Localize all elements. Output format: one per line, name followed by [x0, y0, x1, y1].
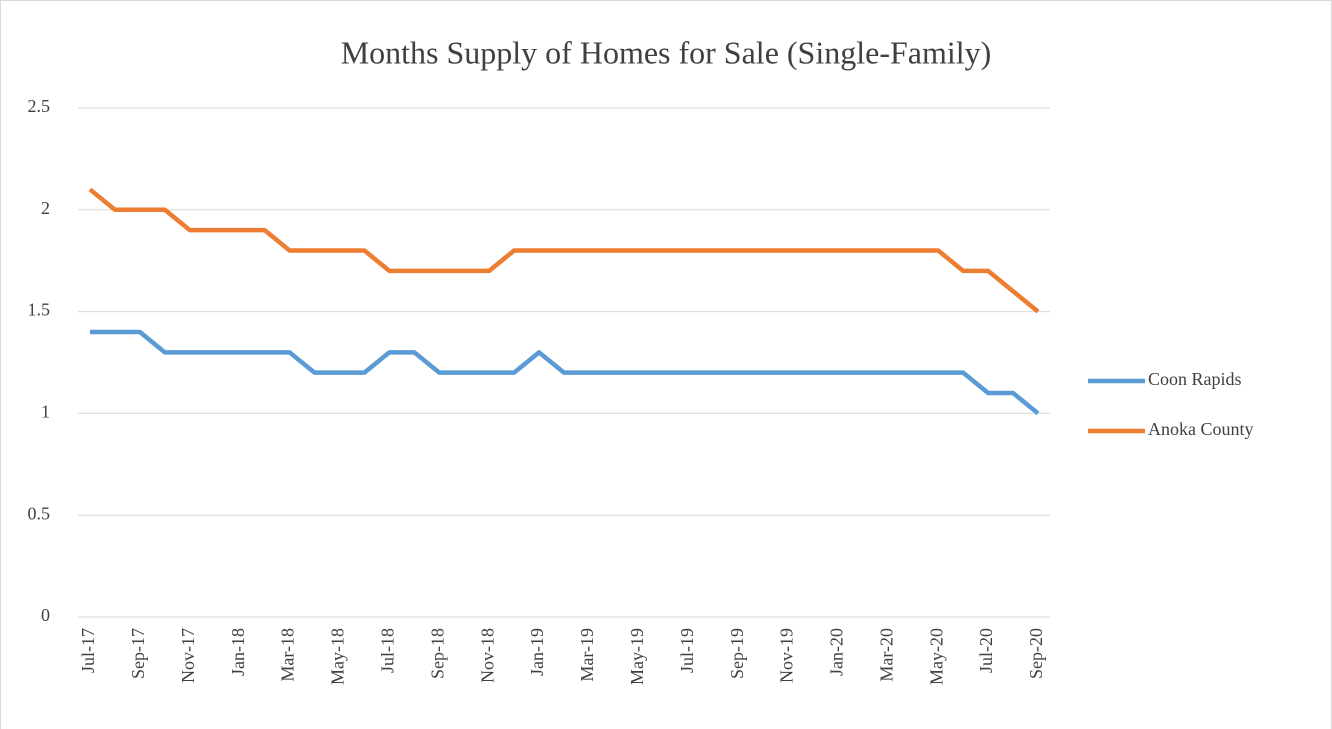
x-tick-label: Jan-20: [827, 628, 847, 676]
x-tick-label: Jan-18: [228, 628, 248, 676]
legend-label: Anoka County: [1148, 419, 1254, 439]
x-tick-label: May-19: [627, 628, 647, 685]
x-tick-label: Sep-18: [427, 628, 447, 679]
y-tick-label: 0: [41, 605, 50, 625]
y-tick-label: 0.5: [28, 503, 51, 523]
x-tick-label: Jul-19: [677, 628, 697, 673]
x-tick-label: Nov-19: [777, 628, 797, 683]
y-tick-label: 2.5: [28, 96, 51, 116]
x-tick-label: Sep-20: [1026, 628, 1046, 679]
x-tick-label: Sep-17: [128, 628, 148, 679]
x-tick-label: May-20: [926, 628, 946, 685]
x-tick-label: Mar-20: [876, 628, 896, 682]
y-tick-label: 1: [41, 402, 50, 422]
chart-title: Months Supply of Homes for Sale (Single-…: [341, 34, 992, 70]
x-tick-label: May-18: [328, 628, 348, 685]
x-tick-label: Mar-19: [577, 628, 597, 682]
x-tick-label: Jan-19: [527, 628, 547, 676]
series-line: [90, 329, 1040, 416]
legend-label: Coon Rapids: [1148, 369, 1242, 389]
x-tick-label: Sep-19: [727, 628, 747, 679]
y-tick-label: 1.5: [28, 300, 51, 320]
x-tick-label: Nov-18: [477, 628, 497, 683]
series-line: [88, 187, 1040, 314]
x-tick-label: Jul-20: [976, 628, 996, 673]
x-tick-label: Nov-17: [178, 628, 198, 683]
x-tick-label: Jul-18: [377, 628, 397, 673]
y-tick-label: 2: [41, 198, 50, 218]
x-tick-label: Mar-18: [278, 628, 298, 682]
x-tick-label: Jul-17: [78, 628, 98, 673]
